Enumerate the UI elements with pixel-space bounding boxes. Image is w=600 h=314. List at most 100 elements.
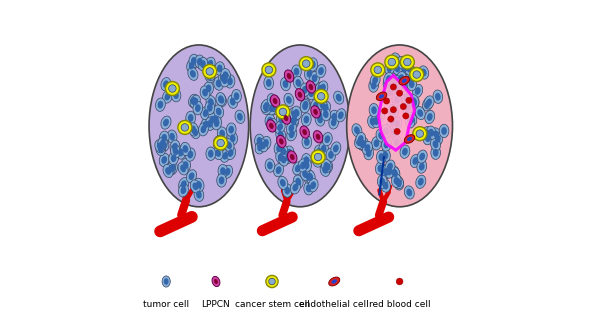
- Ellipse shape: [352, 124, 362, 137]
- Ellipse shape: [230, 134, 236, 142]
- Ellipse shape: [304, 181, 314, 195]
- Ellipse shape: [163, 165, 173, 178]
- Circle shape: [400, 104, 406, 110]
- Ellipse shape: [383, 151, 388, 159]
- Ellipse shape: [224, 139, 234, 152]
- Ellipse shape: [334, 91, 344, 104]
- Ellipse shape: [395, 78, 401, 85]
- Ellipse shape: [385, 165, 395, 178]
- Ellipse shape: [393, 56, 398, 63]
- Ellipse shape: [302, 154, 311, 167]
- Ellipse shape: [286, 122, 296, 135]
- Ellipse shape: [400, 55, 415, 69]
- Ellipse shape: [278, 153, 289, 166]
- Ellipse shape: [283, 80, 289, 88]
- Ellipse shape: [158, 101, 163, 109]
- Ellipse shape: [281, 156, 286, 163]
- Ellipse shape: [320, 101, 331, 114]
- Ellipse shape: [421, 68, 427, 76]
- Ellipse shape: [394, 120, 400, 127]
- Ellipse shape: [313, 102, 319, 110]
- Ellipse shape: [307, 86, 316, 100]
- Circle shape: [396, 278, 403, 285]
- Ellipse shape: [261, 101, 271, 115]
- Ellipse shape: [302, 159, 311, 172]
- Ellipse shape: [188, 114, 194, 122]
- Ellipse shape: [301, 98, 310, 111]
- Ellipse shape: [407, 117, 413, 125]
- Ellipse shape: [160, 140, 165, 148]
- Ellipse shape: [214, 279, 218, 284]
- Ellipse shape: [232, 89, 241, 103]
- Ellipse shape: [392, 170, 398, 177]
- Ellipse shape: [218, 164, 228, 178]
- Ellipse shape: [291, 116, 297, 123]
- Ellipse shape: [389, 118, 395, 126]
- Ellipse shape: [423, 132, 433, 145]
- Ellipse shape: [190, 180, 200, 193]
- Ellipse shape: [233, 92, 239, 100]
- Ellipse shape: [311, 150, 325, 164]
- Ellipse shape: [188, 123, 199, 136]
- Ellipse shape: [226, 146, 236, 160]
- Ellipse shape: [323, 162, 329, 170]
- Circle shape: [394, 128, 400, 135]
- Ellipse shape: [304, 170, 314, 183]
- Ellipse shape: [280, 148, 286, 155]
- Ellipse shape: [226, 141, 232, 149]
- Ellipse shape: [377, 175, 387, 188]
- Ellipse shape: [284, 115, 289, 121]
- Ellipse shape: [427, 126, 436, 139]
- Ellipse shape: [276, 151, 286, 164]
- Ellipse shape: [156, 142, 166, 156]
- Ellipse shape: [158, 145, 164, 153]
- Ellipse shape: [385, 62, 395, 75]
- Ellipse shape: [172, 143, 178, 151]
- Ellipse shape: [374, 66, 382, 73]
- Ellipse shape: [406, 60, 411, 68]
- Ellipse shape: [401, 90, 411, 104]
- Ellipse shape: [181, 142, 190, 156]
- Ellipse shape: [161, 78, 171, 91]
- Ellipse shape: [199, 122, 208, 136]
- Ellipse shape: [431, 128, 441, 141]
- Ellipse shape: [315, 113, 325, 126]
- Ellipse shape: [322, 159, 331, 173]
- Ellipse shape: [164, 278, 169, 285]
- Ellipse shape: [323, 104, 328, 112]
- Ellipse shape: [317, 91, 327, 104]
- Ellipse shape: [405, 115, 415, 128]
- Ellipse shape: [205, 101, 215, 115]
- Ellipse shape: [413, 71, 421, 78]
- Ellipse shape: [381, 124, 391, 138]
- Ellipse shape: [200, 118, 211, 131]
- Ellipse shape: [304, 116, 309, 123]
- Ellipse shape: [191, 57, 197, 65]
- Ellipse shape: [207, 60, 213, 68]
- Ellipse shape: [383, 141, 389, 149]
- Ellipse shape: [379, 153, 384, 161]
- Ellipse shape: [424, 129, 430, 137]
- Ellipse shape: [394, 177, 404, 190]
- Ellipse shape: [165, 167, 171, 175]
- Ellipse shape: [212, 276, 220, 287]
- Ellipse shape: [270, 101, 280, 115]
- Ellipse shape: [290, 181, 301, 194]
- Ellipse shape: [395, 178, 401, 186]
- Ellipse shape: [159, 153, 169, 166]
- Ellipse shape: [385, 160, 395, 173]
- Ellipse shape: [308, 89, 314, 97]
- Ellipse shape: [181, 180, 187, 188]
- Ellipse shape: [194, 188, 204, 201]
- Ellipse shape: [392, 62, 402, 75]
- Ellipse shape: [155, 140, 165, 153]
- Ellipse shape: [180, 165, 186, 172]
- Ellipse shape: [200, 125, 206, 133]
- Ellipse shape: [200, 106, 211, 120]
- Ellipse shape: [390, 167, 400, 180]
- Ellipse shape: [422, 127, 431, 140]
- Ellipse shape: [164, 93, 170, 100]
- Ellipse shape: [366, 149, 371, 157]
- Ellipse shape: [189, 62, 194, 69]
- Ellipse shape: [321, 145, 326, 153]
